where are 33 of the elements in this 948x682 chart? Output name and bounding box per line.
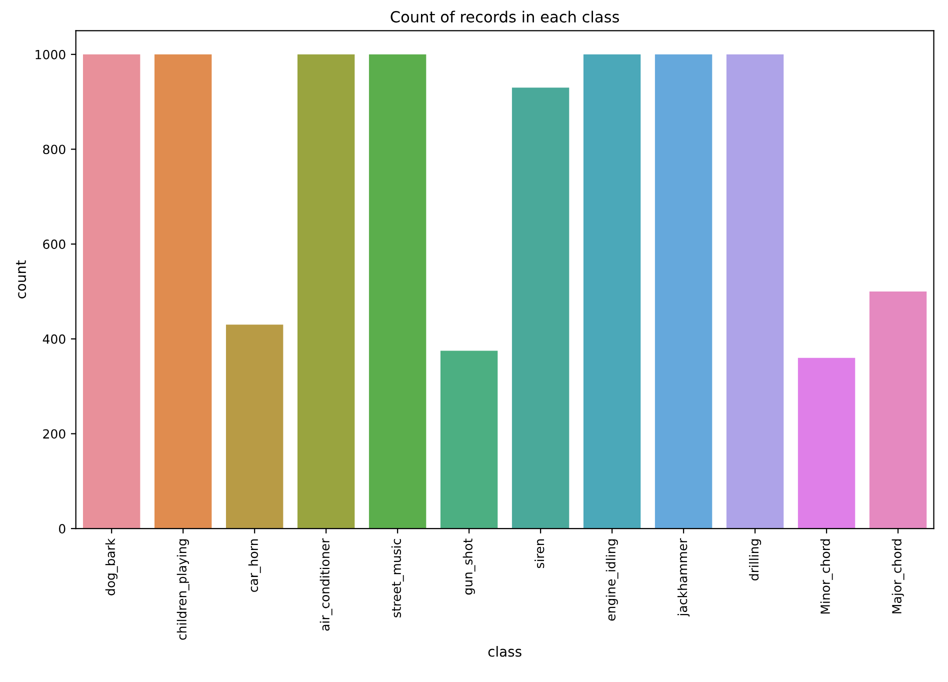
bar <box>440 350 498 529</box>
y-tick-label: 1000 <box>36 50 66 60</box>
bar <box>654 54 712 529</box>
bar <box>82 54 140 529</box>
y-tick-label: 600 <box>43 240 66 249</box>
x-tick-label: Major_chord <box>892 539 904 614</box>
x-tick-label: street_music <box>391 539 404 618</box>
x-axis-title: class <box>488 646 522 657</box>
y-tick-label: 200 <box>43 429 66 439</box>
bar <box>226 324 284 529</box>
bar <box>583 54 641 529</box>
x-tick-label: drilling <box>748 539 762 580</box>
bar <box>798 358 856 529</box>
chart-title: Count of records in each class <box>390 10 619 23</box>
y-axis-title: count <box>16 260 26 298</box>
y-tick-label: 0 <box>58 524 66 534</box>
x-tick-label: dog_bark <box>105 538 118 596</box>
y-tick-label: 400 <box>42 334 66 344</box>
x-tick-label: children_playing <box>176 539 190 640</box>
bar <box>297 54 355 529</box>
bar <box>726 54 784 529</box>
bar <box>368 54 426 529</box>
x-tick-label: car_horn <box>248 539 261 592</box>
x-tick-label: siren <box>534 539 544 568</box>
bar <box>154 54 212 529</box>
x-tick-label: Minor_chord <box>820 539 833 614</box>
y-tick-label: 800 <box>43 144 66 154</box>
x-tick-label: gun_shot <box>462 538 476 595</box>
x-tick-label: engine_idling <box>606 539 618 621</box>
bar <box>512 88 570 529</box>
x-tick-label: jackhammer <box>678 538 690 617</box>
x-tick-label: air_conditioner <box>320 538 332 631</box>
bar <box>869 291 927 529</box>
